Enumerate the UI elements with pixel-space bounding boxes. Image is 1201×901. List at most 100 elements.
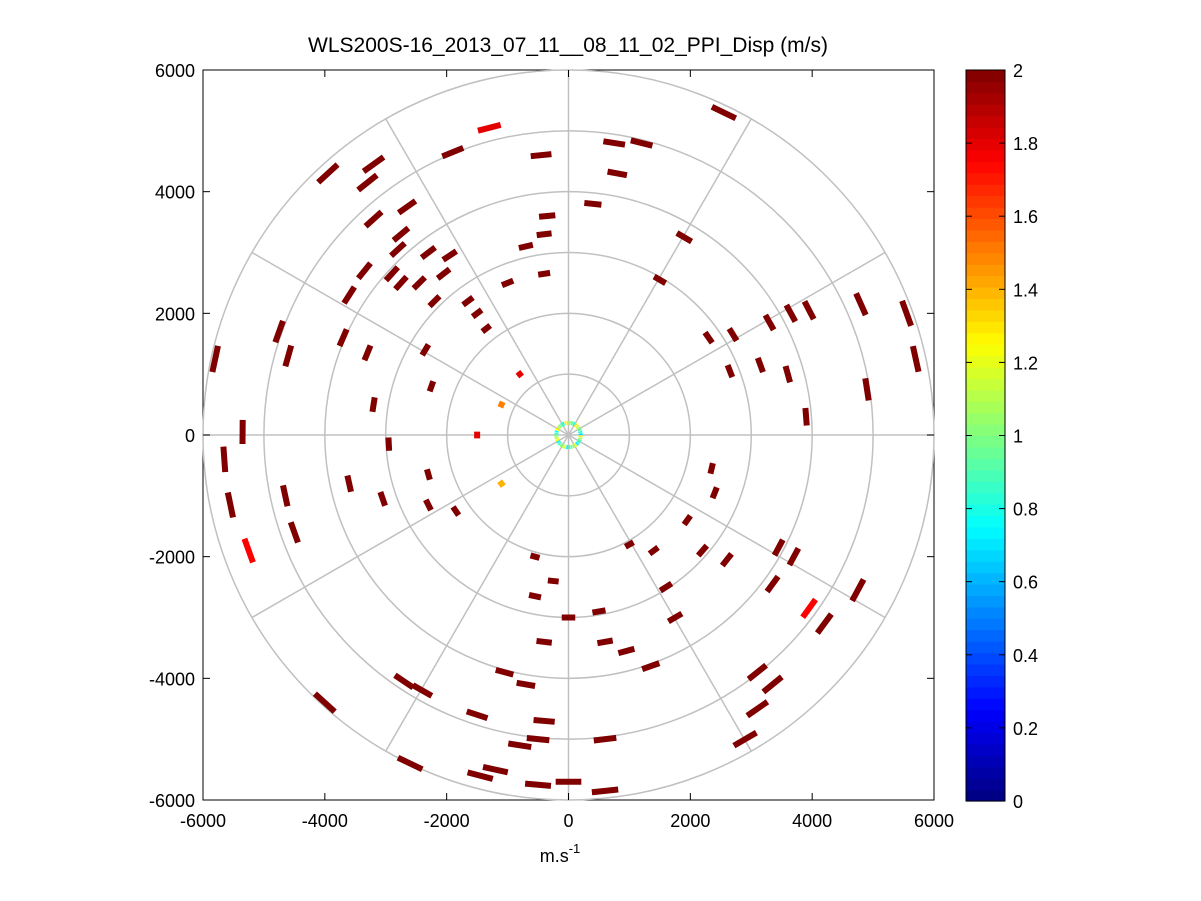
data-point [533,717,555,725]
y-tick-label: 4000 [155,183,195,203]
near-radar-ring [554,420,583,450]
data-point [526,735,550,744]
colorbar-step [966,389,1005,402]
data-point [529,552,541,561]
colorbar: 0 0.2 0.4 0.6 0.8 1 1.2 1.4 1.6 1.8 2 [965,61,1038,812]
colorbar-step [966,378,1005,391]
colorbar-step [966,721,1005,734]
data-point [465,708,489,722]
data-point [389,240,407,258]
data-point [391,225,411,243]
spoke-line [568,434,886,619]
data-point [516,679,536,689]
data-point [538,212,556,220]
near-radar-segment [573,442,578,448]
chart-title: WLS200S-16_2013_07_11__08_11_02_PPI_Disp… [308,34,828,57]
near-radar-segment [575,424,580,429]
near-radar-segment [561,421,566,427]
colorbar-step [966,275,1005,288]
data-point [209,345,221,373]
colorbar-step [966,435,1005,448]
x-tick-label: 4000 [792,811,832,831]
data-point [396,198,418,216]
data-point [591,786,619,796]
data-point [494,666,515,678]
colorbar-step [966,606,1005,619]
colorbar-step [966,309,1005,322]
colorbar-step [966,229,1005,242]
colorbar-step [966,469,1005,482]
data-point [695,543,710,558]
data-point [709,486,720,500]
data-point [666,610,684,625]
colorbar-tick-label: 0.8 [1013,500,1038,520]
data-point [424,468,433,481]
data-point [450,505,462,517]
near-radar-segment [557,441,562,446]
near-radar-segment [555,427,560,432]
colorbar-step [966,583,1005,597]
colorbar-step [966,127,1005,140]
x-tick-label: -4000 [302,811,348,831]
data-point [675,230,694,245]
x-tick-label: -2000 [424,811,470,831]
colorbar-tick-label: 1.4 [1013,280,1038,300]
colorbar-step [966,732,1005,745]
colorbar-step [966,355,1005,368]
colorbar-step [966,218,1005,231]
data-point [681,514,693,527]
colorbar-step [966,70,1005,83]
colorbar-step [966,207,1005,220]
data-point [239,419,246,445]
colorbar-step [966,195,1005,208]
colorbar-ticks: 0 0.2 0.4 0.6 0.8 1 1.2 1.4 1.6 1.8 2 [966,61,1038,812]
data-point [474,431,481,439]
data-point [396,754,424,773]
spoke-line [385,434,570,752]
plot-area [202,69,935,801]
colorbar-step [966,481,1005,494]
colorbar-step [966,549,1005,562]
colorbar-step [966,252,1005,265]
data-point [497,479,506,488]
colorbar-tick-label: 0.6 [1013,573,1038,593]
near-radar-segment [576,440,581,445]
data-point [363,209,384,229]
data-point [470,307,484,320]
x-axis-label-superscript: -1 [569,841,581,856]
data-point [762,313,777,332]
spoke-line [568,251,886,436]
near-radar-segment [561,443,565,449]
data-point [547,577,559,585]
colorbar-step [966,332,1005,345]
colorbar-step [966,321,1005,334]
colorbar-step [966,287,1005,300]
colorbar-tick-label: 1.8 [1013,134,1038,154]
data-point [282,344,295,368]
data-point [732,730,758,749]
colorbar-step [966,115,1005,128]
colorbar-step [966,366,1005,379]
data-point [761,674,784,695]
near-radar-segment [571,443,576,449]
data-point [361,344,374,362]
data-point [745,699,770,719]
data-point [477,121,502,134]
spoke-line [567,434,752,752]
colorbar-step [966,92,1005,105]
spoke-line [251,251,569,436]
colorbar-tick-label: 1 [1013,427,1023,447]
data-point [607,168,628,179]
data-point [356,172,379,193]
colorbar-step [966,778,1005,791]
colorbar-step [966,789,1005,802]
data-point [507,740,532,751]
colorbar-step [966,766,1005,779]
colorbar-step [966,412,1005,425]
colorbar-step [966,755,1005,768]
y-axis-ticks: 6000 4000 2000 0 -2000 -4000 -6000 [149,61,934,811]
colorbar-step [966,675,1005,688]
colorbar-step [966,652,1005,665]
y-tick-label: 0 [185,426,195,446]
data-point [280,484,291,507]
